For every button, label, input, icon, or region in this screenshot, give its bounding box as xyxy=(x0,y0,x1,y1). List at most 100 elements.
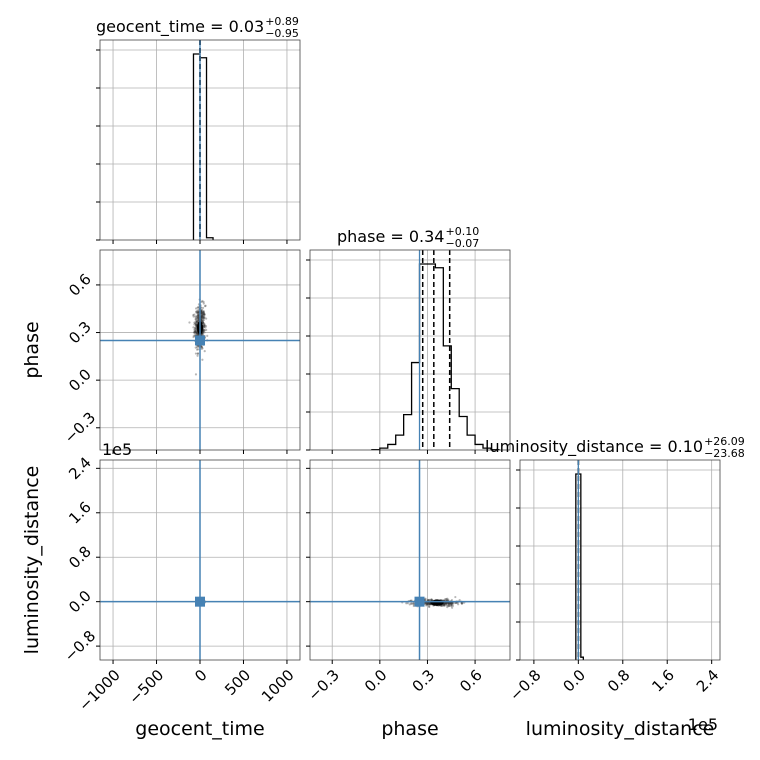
scatter-point xyxy=(430,598,433,601)
scatter-point xyxy=(202,317,206,320)
scatter-point xyxy=(202,302,205,305)
scatter-point xyxy=(412,604,415,608)
scatter-point xyxy=(460,602,463,605)
panel-geocent_time-vs-luminosity_distance xyxy=(96,459,301,664)
scatter-point xyxy=(449,604,453,607)
scatter-point xyxy=(430,598,433,601)
x-axis-label-phase: phase xyxy=(381,718,438,740)
scatter-point xyxy=(194,331,198,334)
scatter-point xyxy=(194,322,197,325)
panel-title-lower-luminosity_distance: −23.68 xyxy=(704,447,745,460)
scatter-point xyxy=(196,317,199,320)
scatter-point xyxy=(204,324,208,328)
x-tick-label-luminosity_distance: −0.8 xyxy=(506,666,544,704)
scatter-point xyxy=(200,311,203,315)
y-axis-label-phase: phase xyxy=(21,321,43,378)
scatter-point xyxy=(196,311,200,314)
scatter-point xyxy=(193,331,196,335)
scatter-point xyxy=(202,321,205,324)
scatter-point xyxy=(202,311,205,314)
panel-title-upper-phase: +0.10 xyxy=(445,225,479,238)
scatter-point xyxy=(196,311,200,314)
scatter-point xyxy=(194,329,197,333)
scatter-point xyxy=(428,603,431,606)
scatter-point xyxy=(424,598,427,601)
scatter-point xyxy=(192,315,195,318)
scatter-point xyxy=(196,352,199,355)
scatter-point xyxy=(201,316,204,319)
scatter-point xyxy=(200,319,203,322)
y-tick-label-phase: 0.3 xyxy=(65,318,95,348)
scatter-point xyxy=(461,601,464,605)
scatter-point xyxy=(203,313,206,316)
scatter-point xyxy=(196,354,199,357)
scatter-point xyxy=(202,312,205,315)
scatter-point xyxy=(196,315,199,318)
scatter-point xyxy=(192,334,196,337)
scatter-point xyxy=(446,606,449,609)
panel-title-upper-geocent_time: +0.89 xyxy=(265,15,299,28)
scatter-point xyxy=(192,314,195,317)
scatter-point xyxy=(201,347,204,350)
scatter-point xyxy=(195,331,199,334)
scatter-point xyxy=(444,601,447,605)
scatter-point xyxy=(201,299,204,303)
scatter-point xyxy=(201,313,204,316)
scatter-point xyxy=(460,602,464,605)
panel-title-lower-phase: −0.07 xyxy=(445,237,479,250)
scatter-point xyxy=(195,320,199,323)
scatter-point xyxy=(196,319,199,322)
scatter-point xyxy=(195,310,198,313)
scatter-point xyxy=(457,603,460,606)
scatter-point xyxy=(427,603,430,607)
scatter-point xyxy=(202,322,205,325)
scatter-point xyxy=(449,603,453,606)
scatter-point xyxy=(444,598,447,601)
scatter-point xyxy=(446,597,449,600)
scatter-point xyxy=(445,602,448,605)
scatter-point xyxy=(195,311,198,315)
scatter-point xyxy=(201,316,204,319)
panel-title-lower-geocent_time: −0.95 xyxy=(265,27,299,40)
scatter-point xyxy=(451,603,454,606)
scatter-point xyxy=(454,595,457,599)
histogram-geocent_time xyxy=(192,53,214,240)
scatter-point xyxy=(445,602,448,605)
panel-frame xyxy=(309,459,511,661)
scatter-point xyxy=(193,313,196,316)
scatter-point xyxy=(427,605,431,608)
scatter-point xyxy=(426,603,430,606)
scatter-point xyxy=(194,330,197,333)
scatter-point xyxy=(447,598,450,602)
scatter-point xyxy=(203,324,206,327)
scatter-point xyxy=(203,329,206,332)
scatter-point xyxy=(197,318,200,321)
scatter-point xyxy=(203,316,206,319)
scatter-point xyxy=(197,348,200,351)
panel-title-luminosity_distance: luminosity_distance = 0.10 xyxy=(485,437,703,457)
scatter-point xyxy=(454,601,457,605)
scatter-point xyxy=(202,315,205,318)
scatter-point xyxy=(201,315,205,318)
scatter-point xyxy=(203,313,206,316)
scatter-point xyxy=(448,602,451,605)
scatter-point xyxy=(426,601,429,605)
scatter-point xyxy=(455,601,458,605)
scatter-point xyxy=(196,317,199,320)
scatter-point xyxy=(445,603,449,607)
scatter-point xyxy=(200,347,203,350)
scatter-point xyxy=(200,315,203,319)
scatter-point xyxy=(195,327,198,330)
scatter-point xyxy=(205,328,208,332)
scatter-point xyxy=(426,603,429,606)
scatter-point xyxy=(449,602,452,605)
scatter-point xyxy=(446,604,449,607)
x-tick-label-geocent_time: 1000 xyxy=(258,666,298,706)
scatter-point xyxy=(200,345,204,349)
scatter-point xyxy=(197,314,200,317)
scatter-point xyxy=(203,329,206,332)
x-axis-label-luminosity_distance: luminosity_distance xyxy=(526,718,715,740)
scatter-point xyxy=(196,320,199,323)
scatter-point xyxy=(202,317,205,320)
scatter-point xyxy=(425,602,428,605)
